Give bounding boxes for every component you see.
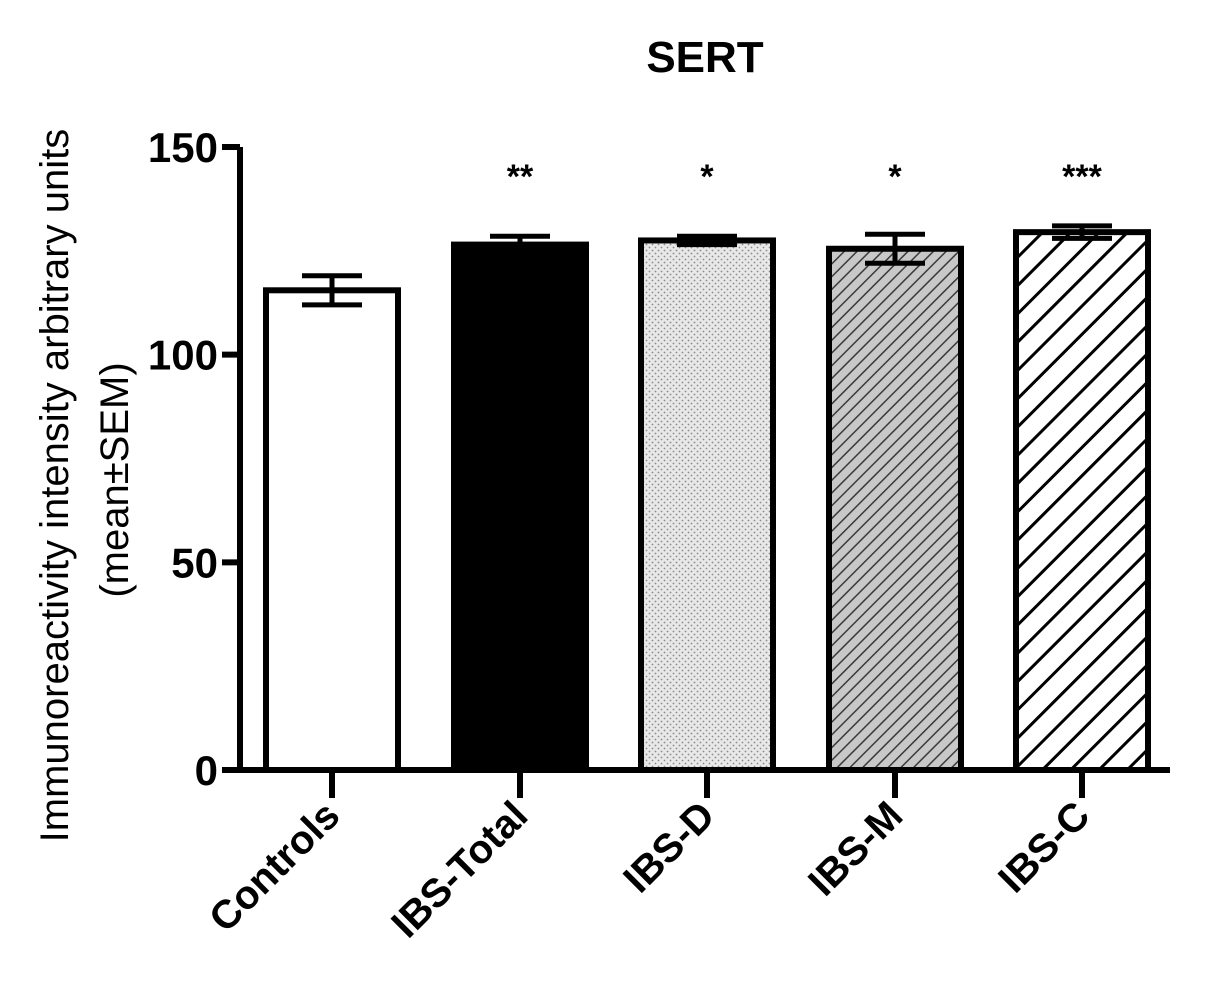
bar-ibs-d [638, 237, 776, 773]
significance-labels: ** * * *** [507, 158, 1103, 196]
x-tick-label: IBS-C [990, 793, 1098, 901]
x-tick-label: Controls [201, 793, 348, 940]
bar-ibs-total [451, 241, 589, 773]
y-axis-label-line-2: (mean±SEM) [93, 362, 137, 597]
x-tick-label: IBS-M [800, 793, 911, 904]
y-tick-label: 150 [148, 124, 218, 171]
significance-label: * [700, 158, 714, 196]
bars [263, 229, 1151, 774]
y-tick-label: 0 [195, 747, 218, 794]
bar-ibs-c [1013, 229, 1151, 774]
significance-label: ** [507, 158, 534, 196]
y-tick-labels: 0 50 100 150 [148, 124, 218, 794]
y-tick-label: 100 [148, 332, 218, 379]
x-tick-label: IBS-D [615, 793, 723, 901]
chart-title: SERT [646, 33, 763, 82]
bar-ibs-m [826, 245, 964, 774]
significance-label: * [888, 158, 902, 196]
y-axis-label-line-1: Immunoreactivity intensity arbitrary uni… [33, 129, 77, 843]
x-tick-label: IBS-Total [383, 793, 536, 946]
y-axis-label: Immunoreactivity intensity arbitrary uni… [33, 118, 137, 843]
bar-controls [263, 287, 401, 773]
error-bars [302, 223, 1112, 308]
y-tick-label: 50 [171, 539, 218, 586]
x-tick-labels: Controls IBS-Total IBS-D IBS-M IBS-C [201, 793, 1098, 946]
significance-label: *** [1062, 158, 1102, 196]
